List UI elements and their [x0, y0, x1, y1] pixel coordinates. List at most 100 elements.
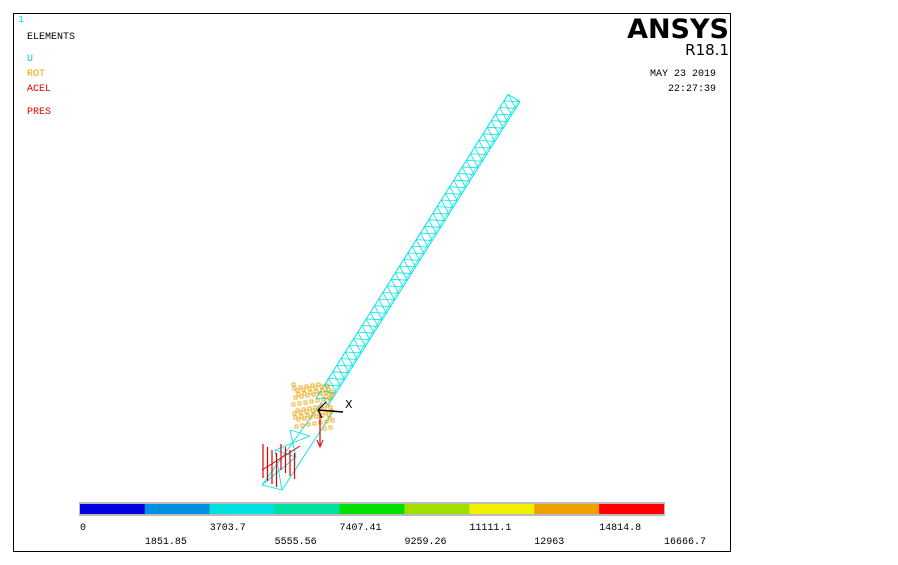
rot-symbol	[310, 383, 315, 388]
rot-symbol	[299, 394, 304, 399]
rot-symbol	[324, 419, 329, 424]
rot-symbol	[330, 393, 335, 398]
rot-symbol	[293, 395, 298, 400]
element	[378, 298, 395, 301]
element	[317, 409, 323, 419]
colorbar-label: 7407.41	[340, 523, 382, 534]
axis-label: X	[345, 398, 353, 411]
colorbar-band	[274, 504, 340, 514]
rot-symbol	[295, 388, 300, 393]
colorbar-label: 12963	[534, 537, 564, 548]
element	[499, 107, 516, 109]
element	[328, 378, 345, 380]
element	[407, 252, 424, 255]
rot-symbol	[314, 389, 319, 394]
element	[261, 445, 301, 471]
legend-item: ACEL	[27, 84, 51, 95]
rot-symbol	[296, 392, 301, 397]
rot-symbol	[299, 414, 304, 419]
element	[432, 212, 449, 215]
rot-symbol	[311, 412, 316, 417]
element	[416, 239, 433, 241]
rot-symbol	[313, 385, 318, 390]
time: 22:27:39	[668, 84, 716, 95]
element	[403, 259, 420, 261]
rot-symbol	[301, 407, 306, 412]
rot-symbol	[323, 390, 328, 395]
acel-arrow	[316, 439, 324, 449]
rot-symbol	[303, 400, 308, 405]
element	[395, 272, 412, 274]
element	[507, 93, 521, 103]
rot-symbol	[317, 391, 322, 396]
colorbar-label: 14814.8	[599, 523, 641, 534]
element	[466, 159, 483, 162]
colorbar-label: 16666.7	[664, 537, 706, 548]
element	[317, 409, 344, 413]
element	[441, 199, 458, 202]
element	[341, 358, 358, 360]
rot-symbol	[298, 385, 303, 390]
legend-item: ROT	[27, 69, 45, 80]
colorbar-band	[599, 504, 664, 514]
colorbar-label: 9259.26	[404, 537, 446, 548]
element	[420, 232, 437, 235]
rot-symbol	[307, 386, 312, 391]
rot-symbol	[325, 383, 330, 388]
rot-symbol	[320, 388, 325, 393]
rot-symbol	[294, 424, 299, 429]
colorbar-band	[534, 504, 600, 514]
rot-symbol	[326, 412, 331, 417]
rot-symbol	[328, 425, 333, 430]
element	[361, 325, 379, 327]
element	[317, 401, 327, 411]
element	[324, 384, 341, 387]
graphics-frame	[13, 13, 731, 552]
element	[289, 429, 297, 458]
element	[462, 166, 479, 169]
element	[345, 351, 362, 354]
legend-item: U	[27, 54, 33, 65]
model	[261, 93, 521, 491]
rot-symbol	[293, 415, 298, 420]
element	[316, 397, 333, 400]
rot-symbol	[319, 384, 324, 389]
rot-symbol	[302, 391, 307, 396]
colorbar-band	[144, 504, 210, 514]
rot-symbol	[305, 393, 310, 398]
rot-symbol	[291, 402, 296, 407]
colorbar-label: 1851.85	[145, 537, 187, 548]
element	[470, 153, 487, 156]
rot-symbol	[325, 403, 330, 408]
element	[428, 219, 445, 222]
rot-symbol	[313, 405, 318, 410]
element	[370, 311, 387, 314]
rot-symbol	[301, 387, 306, 392]
element	[374, 305, 391, 308]
element	[453, 179, 470, 182]
rot-symbol	[308, 390, 313, 395]
rot-symbol	[316, 382, 321, 387]
colorbar-label: 11111.1	[469, 523, 511, 534]
colorbar-band	[469, 504, 535, 514]
rot-symbol	[310, 408, 315, 413]
rot-symbol	[300, 423, 305, 428]
element	[332, 371, 349, 374]
rot-symbol	[305, 413, 310, 418]
element	[487, 126, 504, 129]
element	[399, 265, 416, 268]
rot-symbol	[330, 418, 335, 423]
colorbar-label: 5555.56	[275, 537, 317, 548]
rot-symbol	[304, 409, 309, 414]
element	[387, 285, 404, 288]
rot-symbol	[326, 387, 331, 392]
element	[353, 338, 370, 341]
element	[503, 100, 520, 103]
rot-symbol	[292, 411, 297, 416]
rot-symbol	[311, 392, 316, 397]
legend-item: PRES	[27, 107, 51, 118]
rot-symbol	[306, 422, 311, 427]
colorbar: 0 1851.85 3703.7 5555.56 7407.41 9259.26 11111…	[79, 502, 706, 548]
rot-symbol	[309, 399, 314, 404]
element	[261, 484, 283, 491]
